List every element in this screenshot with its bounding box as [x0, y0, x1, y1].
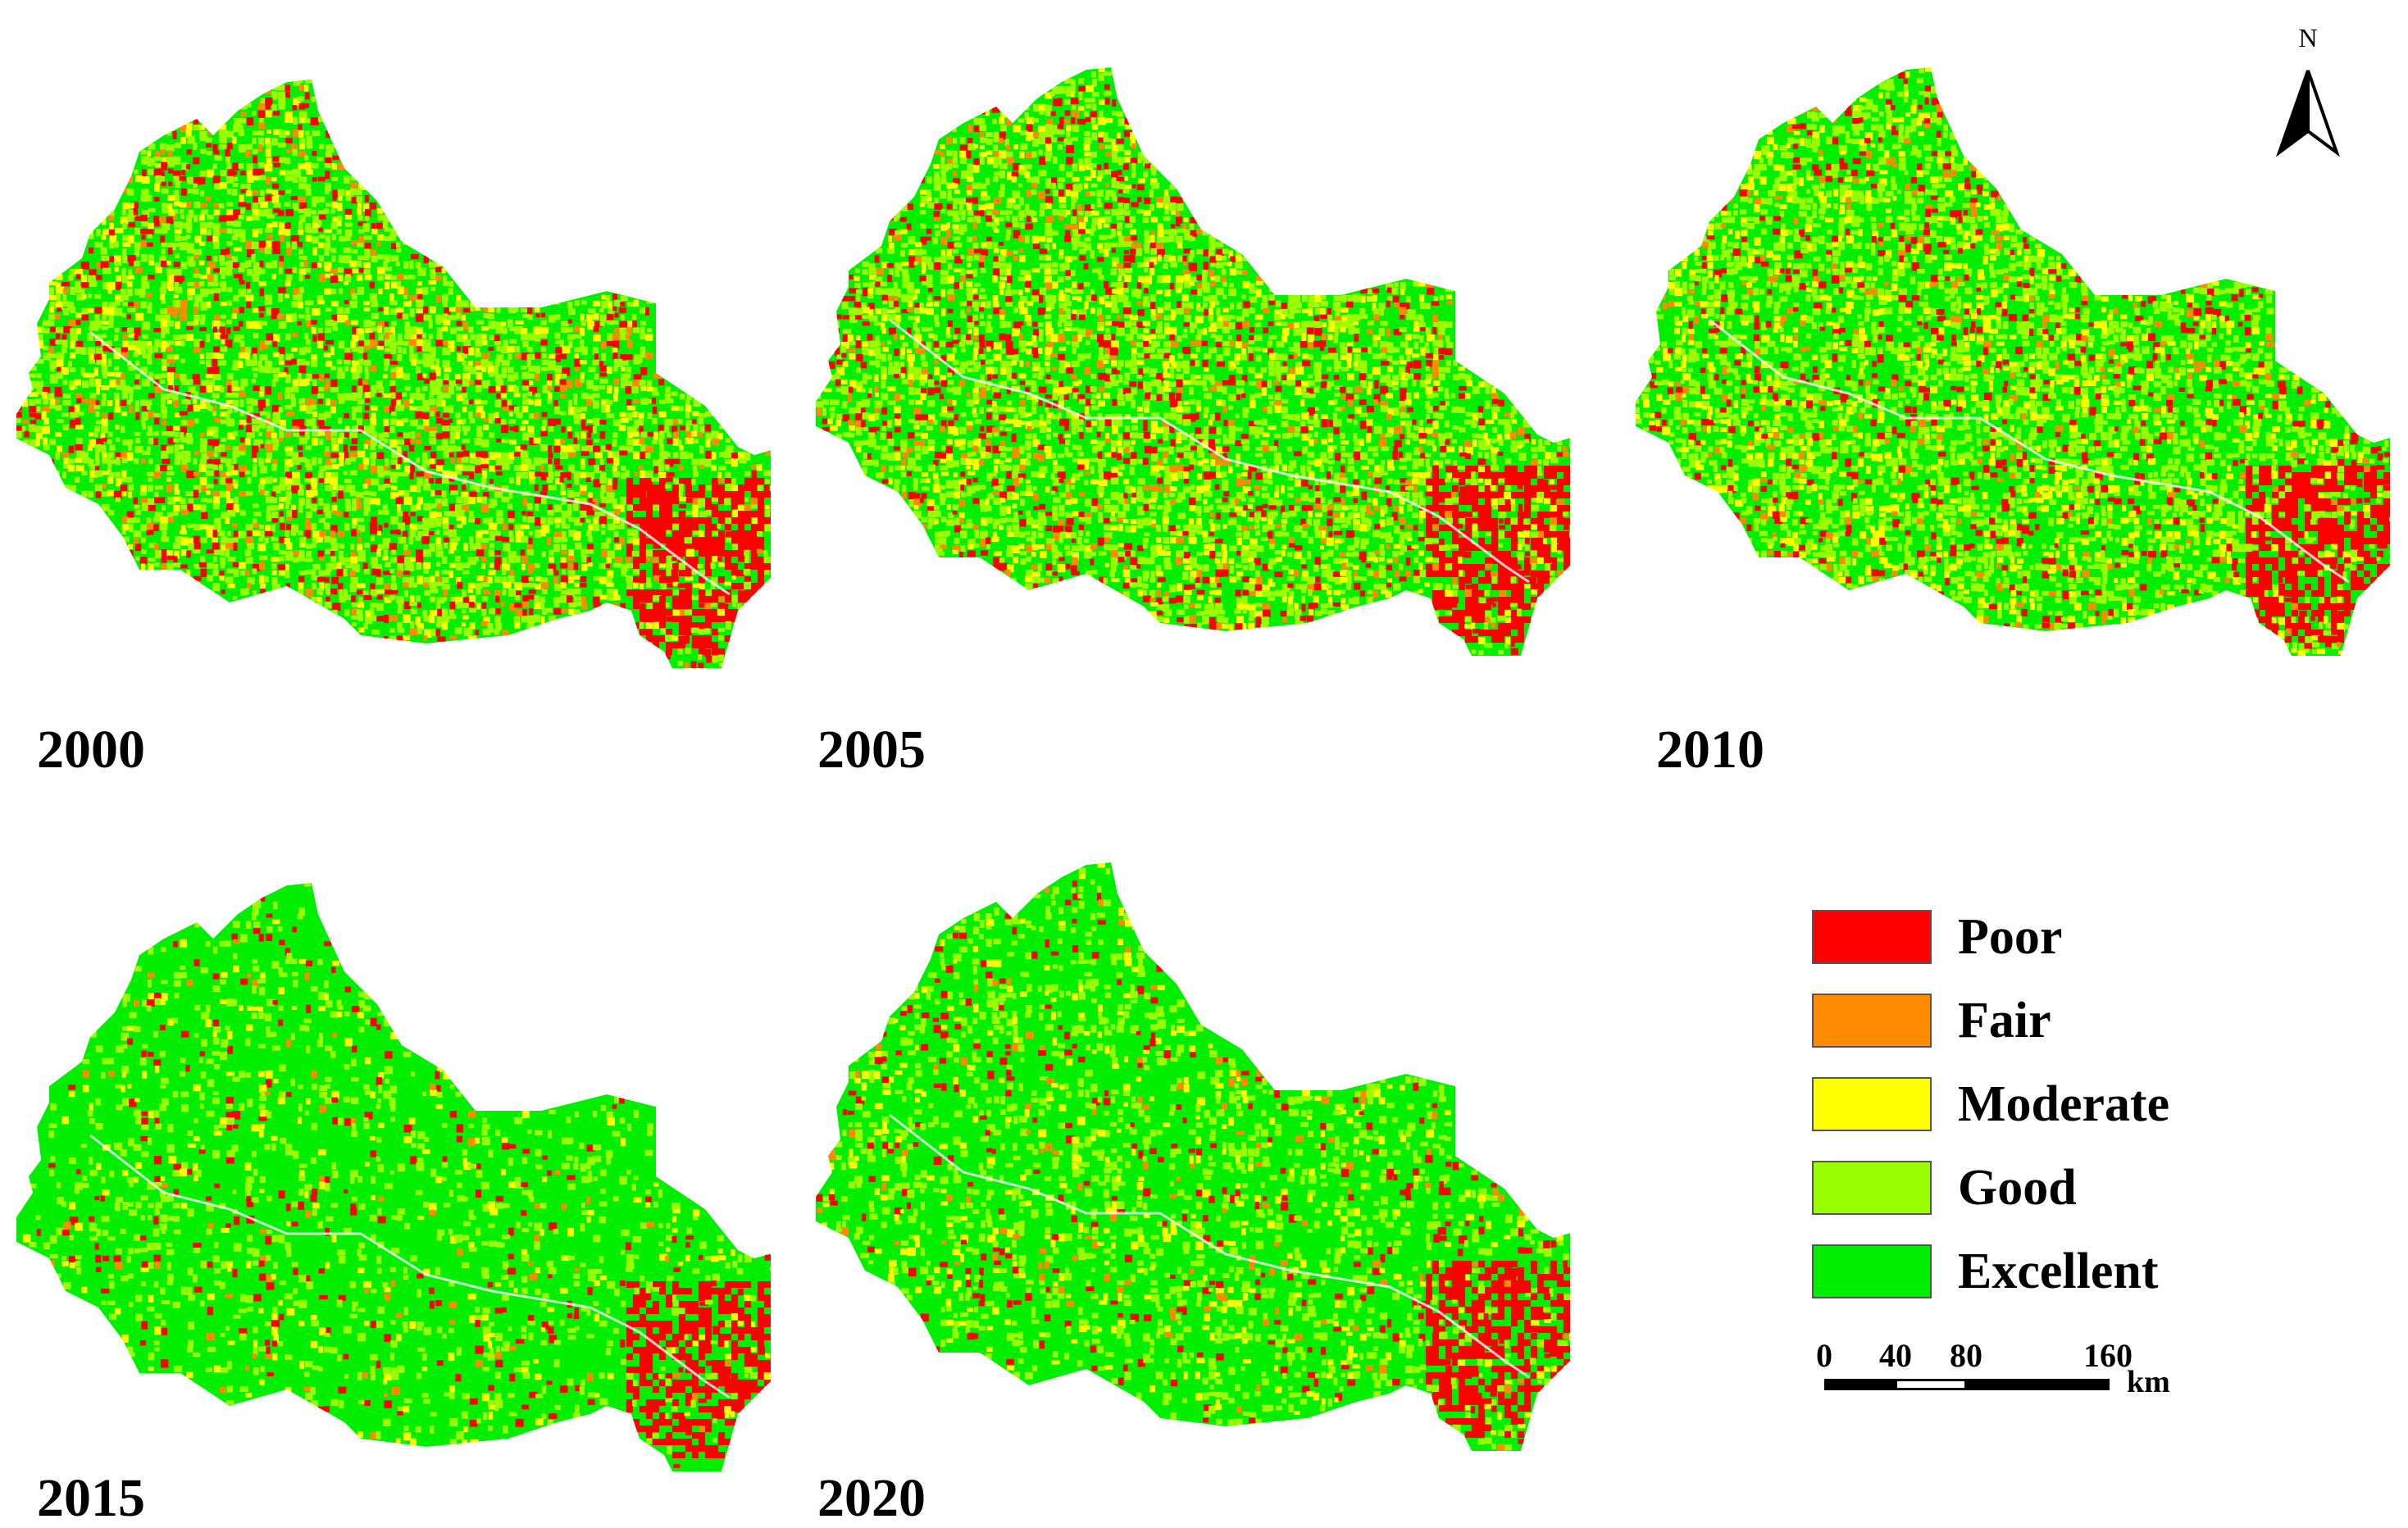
year-label-2000: 2000	[37, 723, 145, 777]
legend-label-good: Good	[1958, 1159, 2077, 1217]
map-panel-2015	[16, 848, 771, 1471]
legend-item-poor: Poor	[1812, 895, 2169, 979]
legend-swatch-poor	[1812, 910, 1932, 964]
legend-item-moderate: Moderate	[1812, 1062, 2169, 1146]
scale-unit: km	[2127, 1364, 2170, 1400]
ecological-map-2020	[816, 828, 1570, 1451]
legend-label-poor: Poor	[1958, 908, 2062, 966]
legend-swatch-good	[1812, 1161, 1932, 1215]
scale-tick-160: 160	[2083, 1336, 2133, 1375]
year-label-2010: 2010	[1656, 723, 1764, 777]
legend-swatch-fair	[1812, 994, 1932, 1048]
legend: Poor Fair Moderate Good Excellent	[1812, 895, 2169, 1313]
scale-tick-0: 0	[1816, 1336, 1832, 1375]
legend-swatch-moderate	[1812, 1077, 1932, 1131]
legend-swatch-excellent	[1812, 1244, 1932, 1298]
map-panel-2000	[16, 45, 771, 668]
north-arrow: N	[2271, 23, 2345, 162]
ecological-map-2005	[816, 33, 1570, 656]
scale-segment-3	[1965, 1379, 2110, 1390]
ecological-map-2015	[16, 848, 771, 1471]
legend-label-fair: Fair	[1958, 992, 2051, 1050]
legend-item-excellent: Excellent	[1812, 1230, 2169, 1313]
scale-bar: 0 40 80 160 km	[1817, 1336, 2161, 1402]
year-label-2020: 2020	[817, 1471, 926, 1526]
year-label-2015: 2015	[37, 1471, 145, 1526]
legend-label-excellent: Excellent	[1958, 1243, 2159, 1301]
scale-segment-2	[1895, 1379, 1967, 1390]
scale-segment-1	[1824, 1379, 1896, 1390]
map-panel-2020	[816, 828, 1570, 1451]
scale-tick-80: 80	[1950, 1336, 1982, 1375]
ecological-map-2000	[16, 45, 771, 668]
legend-item-fair: Fair	[1812, 979, 2169, 1062]
year-label-2005: 2005	[817, 723, 926, 777]
legend-label-moderate: Moderate	[1958, 1076, 2169, 1134]
legend-item-good: Good	[1812, 1146, 2169, 1230]
north-arrow-icon	[2271, 23, 2345, 162]
scale-tick-40: 40	[1879, 1336, 1912, 1375]
map-panel-2005	[816, 33, 1570, 656]
